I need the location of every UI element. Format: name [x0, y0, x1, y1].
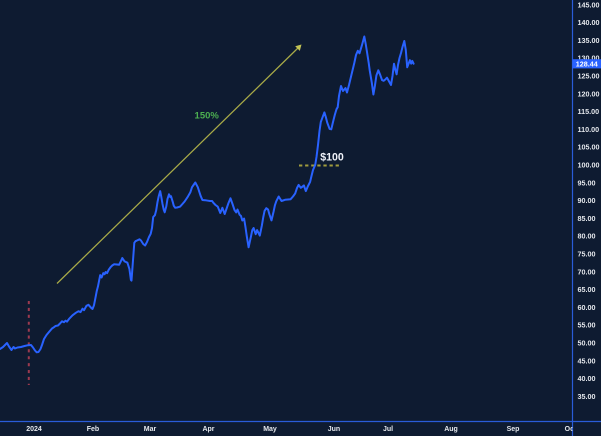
svg-text:135.00: 135.00 — [578, 36, 600, 45]
svg-text:Apr: Apr — [202, 426, 214, 433]
svg-text:35.00: 35.00 — [578, 392, 596, 401]
svg-text:145.00: 145.00 — [578, 0, 600, 9]
svg-text:85.00: 85.00 — [578, 214, 596, 223]
svg-text:65.00: 65.00 — [578, 285, 596, 294]
svg-text:2024: 2024 — [26, 426, 42, 433]
svg-text:Feb: Feb — [87, 426, 99, 433]
svg-text:130.00: 130.00 — [578, 54, 600, 63]
svg-text:70.00: 70.00 — [578, 267, 596, 276]
svg-text:140.00: 140.00 — [578, 18, 600, 27]
svg-text:95.00: 95.00 — [578, 178, 596, 187]
svg-text:50.00: 50.00 — [578, 339, 596, 348]
svg-text:90.00: 90.00 — [578, 196, 596, 205]
svg-text:60.00: 60.00 — [578, 303, 596, 312]
svg-text:115.00: 115.00 — [578, 107, 600, 116]
svg-text:May: May — [263, 426, 277, 433]
svg-text:Jul: Jul — [383, 426, 393, 433]
svg-text:105.00: 105.00 — [578, 143, 600, 152]
svg-text:100.00: 100.00 — [578, 161, 600, 170]
svg-text:40.00: 40.00 — [578, 374, 596, 383]
svg-text:Jun: Jun — [328, 426, 340, 433]
svg-text:Oct: Oct — [565, 426, 577, 433]
svg-text:80.00: 80.00 — [578, 232, 596, 241]
svg-text:55.00: 55.00 — [578, 321, 596, 330]
svg-text:125.00: 125.00 — [578, 72, 600, 81]
svg-text:75.00: 75.00 — [578, 250, 596, 259]
svg-text:110.00: 110.00 — [578, 125, 600, 134]
svg-text:Aug: Aug — [444, 426, 458, 433]
svg-text:128.44: 128.44 — [576, 59, 598, 68]
svg-text:Sep: Sep — [507, 426, 520, 433]
svg-text:120.00: 120.00 — [578, 89, 600, 98]
svg-text:$100: $100 — [320, 152, 344, 164]
svg-text:45.00: 45.00 — [578, 356, 596, 365]
svg-text:Mar: Mar — [144, 426, 157, 433]
svg-text:150%: 150% — [195, 111, 220, 122]
